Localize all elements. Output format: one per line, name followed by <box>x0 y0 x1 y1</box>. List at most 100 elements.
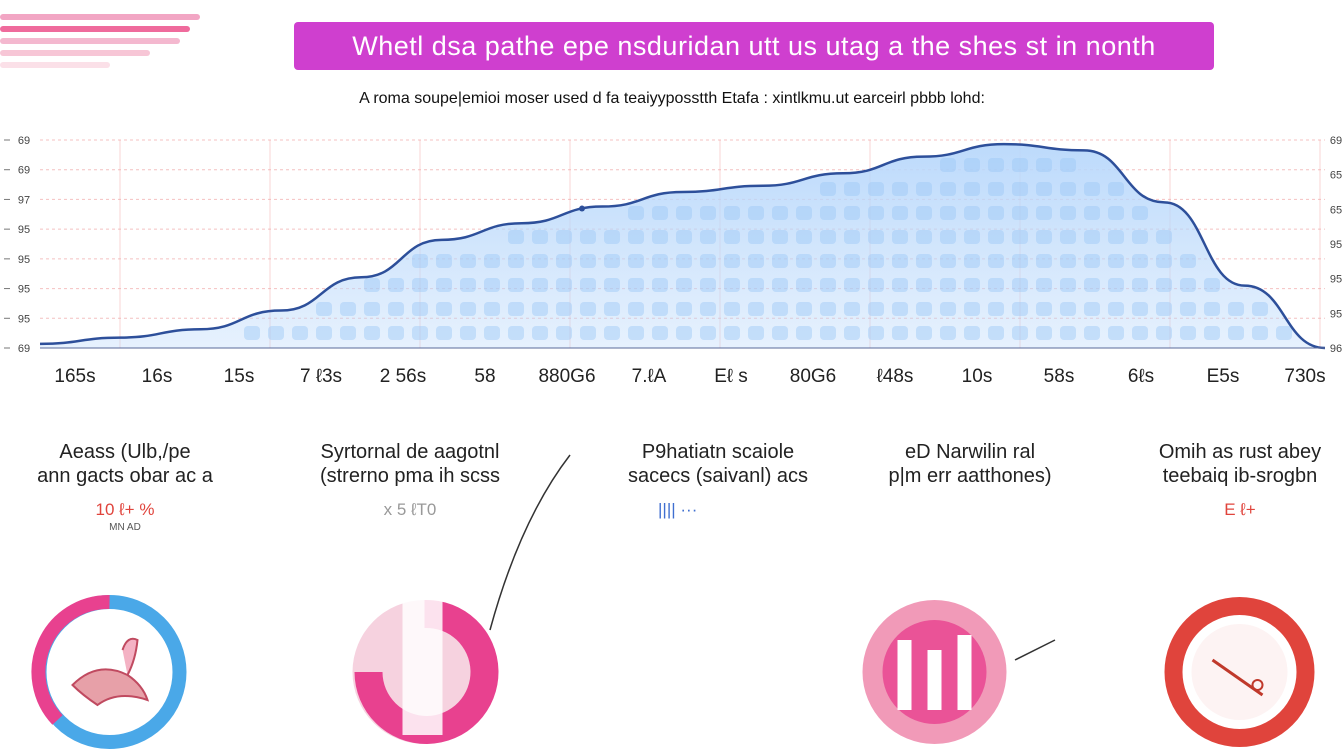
area-cell <box>1060 182 1076 196</box>
area-cell <box>1012 206 1028 220</box>
area-cell <box>1084 206 1100 220</box>
area-cell <box>460 326 476 340</box>
area-cell <box>700 230 716 244</box>
area-cell <box>604 302 620 316</box>
donut-4-icon <box>862 600 1007 744</box>
area-cell <box>916 254 932 268</box>
area-cell <box>1204 302 1220 316</box>
area-cell <box>796 278 812 292</box>
area-cell <box>388 326 404 340</box>
area-cell <box>748 254 764 268</box>
area-cell <box>964 302 980 316</box>
area-cell <box>316 326 332 340</box>
area-cell <box>1036 182 1052 196</box>
area-cell <box>1132 302 1148 316</box>
area-cell <box>652 230 668 244</box>
metric-panel-5: Omih as rust abey teebaiq ib-srogbn E ℓ+ <box>1110 440 1344 520</box>
y-tick-label-right: 95 <box>1330 239 1342 251</box>
metric-3-value: |||| ··· <box>658 500 698 519</box>
area-cell <box>652 326 668 340</box>
area-cell <box>844 302 860 316</box>
area-cell <box>820 254 836 268</box>
y-tick-label-left: 95 <box>18 254 30 266</box>
area-cell <box>940 326 956 340</box>
area-cell <box>676 254 692 268</box>
area-cell <box>748 302 764 316</box>
area-cell <box>508 326 524 340</box>
area-cell <box>940 254 956 268</box>
area-cell <box>1036 302 1052 316</box>
area-cell <box>1132 254 1148 268</box>
area-cell <box>1036 158 1052 172</box>
y-tick-label-right: 96 <box>1330 343 1342 355</box>
metric-3-title-line2: sacecs (saivanl) acs <box>627 465 809 487</box>
area-cell <box>1012 254 1028 268</box>
area-cell <box>988 254 1004 268</box>
area-cell <box>1084 278 1100 292</box>
area-cell <box>892 278 908 292</box>
area-cell <box>844 326 860 340</box>
area-cell <box>820 182 836 196</box>
area-cell <box>964 158 980 172</box>
area-fill <box>40 144 1325 348</box>
area-cell <box>532 230 548 244</box>
area-cell <box>244 326 260 340</box>
area-cell <box>652 302 668 316</box>
area-cell <box>1060 230 1076 244</box>
y-tick-label-right: 65 <box>1330 170 1342 182</box>
area-cell <box>796 206 812 220</box>
area-cell <box>796 302 812 316</box>
donut-1-icon <box>31 594 187 749</box>
area-cell <box>412 326 428 340</box>
area-cell <box>724 254 740 268</box>
area-cell <box>940 182 956 196</box>
area-cell <box>868 230 884 244</box>
decorative-stripes <box>0 0 205 75</box>
metric-5-value: E ℓ+ <box>1224 500 1256 519</box>
area-cell <box>556 326 572 340</box>
area-cell <box>916 302 932 316</box>
area-cell <box>340 326 356 340</box>
area-cell <box>1060 254 1076 268</box>
metric-panel-3: P9hatiatn scaiole sacecs (saivanl) acs |… <box>588 440 848 520</box>
area-cell <box>676 230 692 244</box>
area-cell <box>676 326 692 340</box>
area-cell <box>268 326 284 340</box>
y-tick-label-right: 95 <box>1330 274 1342 286</box>
area-cell <box>844 254 860 268</box>
area-cell <box>508 230 524 244</box>
series-line <box>39 142 1326 350</box>
area-cell <box>940 158 956 172</box>
area-cell <box>820 302 836 316</box>
area-cell <box>1012 326 1028 340</box>
area-cell <box>580 230 596 244</box>
x-tick-label: 7 ℓ3s <box>299 366 343 387</box>
area-cell <box>868 302 884 316</box>
area-cell <box>772 278 788 292</box>
chart-subtitle: A roma soupe|emioi moser used d fa teaiy… <box>359 90 985 107</box>
metric-1-note: MN AD <box>109 522 141 533</box>
data-point-marker <box>579 205 585 212</box>
area-cell <box>1012 182 1028 196</box>
area-cell <box>700 206 716 220</box>
area-cell <box>892 206 908 220</box>
area-cell <box>1108 254 1124 268</box>
area-cell <box>868 278 884 292</box>
area-cell <box>844 206 860 220</box>
area-cell <box>628 326 644 340</box>
area-cell <box>964 230 980 244</box>
area-cell <box>556 302 572 316</box>
area-cell <box>412 278 428 292</box>
area-cell <box>724 326 740 340</box>
area-cell <box>412 302 428 316</box>
area-cell <box>1036 254 1052 268</box>
area-cell <box>844 182 860 196</box>
area-cell <box>748 206 764 220</box>
area-cell <box>652 254 668 268</box>
x-tick-label: 58s <box>1043 366 1075 387</box>
area-cell <box>556 230 572 244</box>
x-tick-label: 165s <box>54 366 96 387</box>
area-cell <box>820 326 836 340</box>
y-tick-label-left: 69 <box>18 165 30 177</box>
metric-1-value: 10 ℓ+ % <box>95 500 155 519</box>
